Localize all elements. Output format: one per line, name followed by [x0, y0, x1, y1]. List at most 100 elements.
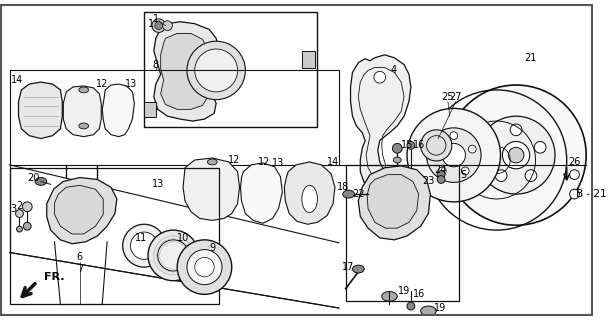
Ellipse shape [130, 232, 158, 259]
Ellipse shape [35, 178, 47, 185]
Text: 20: 20 [27, 172, 40, 182]
Ellipse shape [525, 170, 537, 181]
Text: 14: 14 [12, 75, 24, 85]
Text: 1: 1 [153, 14, 159, 24]
Text: 12: 12 [228, 155, 240, 165]
Ellipse shape [382, 292, 397, 301]
Ellipse shape [195, 49, 238, 92]
Ellipse shape [353, 265, 364, 273]
Text: 12: 12 [258, 157, 270, 167]
Bar [144, 12, 317, 127]
Ellipse shape [79, 123, 88, 129]
Ellipse shape [152, 19, 166, 32]
Text: 5: 5 [460, 170, 466, 180]
Polygon shape [358, 166, 431, 240]
Ellipse shape [421, 306, 436, 316]
Ellipse shape [302, 185, 317, 212]
Ellipse shape [155, 22, 163, 29]
Text: 3: 3 [10, 204, 16, 214]
Polygon shape [55, 185, 103, 234]
Ellipse shape [148, 230, 199, 281]
Ellipse shape [343, 190, 354, 198]
Text: 21: 21 [524, 53, 537, 63]
Ellipse shape [374, 71, 385, 83]
Text: 1: 1 [148, 19, 154, 29]
Text: 26: 26 [568, 157, 580, 167]
Text: 8: 8 [153, 60, 159, 69]
Ellipse shape [569, 189, 579, 199]
Text: 13: 13 [152, 179, 164, 189]
Text: 14: 14 [327, 157, 339, 167]
Ellipse shape [23, 202, 32, 212]
Text: 13: 13 [272, 158, 284, 168]
Ellipse shape [437, 176, 445, 183]
Ellipse shape [509, 147, 524, 163]
Ellipse shape [122, 224, 166, 267]
Text: 4: 4 [390, 65, 396, 76]
Text: 19: 19 [398, 286, 410, 296]
Polygon shape [102, 84, 135, 137]
Ellipse shape [461, 167, 469, 175]
Text: FR.: FR. [44, 272, 65, 282]
Ellipse shape [177, 240, 232, 294]
Text: 23: 23 [422, 176, 435, 187]
Text: 25: 25 [442, 92, 454, 102]
Polygon shape [154, 22, 219, 121]
Ellipse shape [187, 250, 222, 284]
Ellipse shape [477, 116, 555, 194]
Text: 16: 16 [412, 140, 425, 150]
Polygon shape [284, 162, 335, 224]
Text: 2: 2 [16, 201, 23, 211]
Polygon shape [241, 163, 283, 223]
Text: 27: 27 [449, 92, 462, 102]
Text: 6: 6 [77, 252, 83, 262]
Bar [144, 101, 156, 117]
Text: 11: 11 [135, 233, 147, 243]
Ellipse shape [495, 170, 507, 181]
Polygon shape [18, 82, 62, 139]
Text: 10: 10 [177, 233, 189, 243]
Ellipse shape [158, 240, 189, 271]
Polygon shape [161, 33, 208, 109]
Ellipse shape [163, 21, 172, 30]
Text: 22: 22 [352, 189, 365, 199]
Bar [346, 165, 459, 301]
Ellipse shape [407, 302, 415, 310]
Ellipse shape [431, 145, 439, 153]
Text: 9: 9 [209, 243, 216, 252]
Ellipse shape [510, 124, 522, 136]
Ellipse shape [437, 171, 445, 179]
Ellipse shape [407, 108, 501, 202]
Text: 15: 15 [401, 140, 413, 150]
Ellipse shape [502, 141, 530, 169]
Text: 7: 7 [77, 264, 83, 274]
Ellipse shape [393, 157, 401, 163]
Ellipse shape [569, 170, 579, 180]
Polygon shape [63, 86, 101, 137]
Polygon shape [47, 178, 117, 244]
Ellipse shape [407, 141, 415, 149]
Polygon shape [183, 158, 239, 220]
Text: 24: 24 [434, 165, 446, 175]
Ellipse shape [426, 128, 481, 182]
Ellipse shape [438, 167, 446, 175]
Ellipse shape [450, 132, 457, 140]
Text: 17: 17 [342, 262, 355, 272]
Ellipse shape [16, 210, 23, 218]
Ellipse shape [442, 143, 465, 167]
Ellipse shape [79, 87, 88, 93]
Bar [302, 51, 315, 68]
Text: 16: 16 [412, 289, 425, 300]
Text: B - 21: B - 21 [577, 189, 607, 199]
Text: 19: 19 [434, 303, 446, 313]
Bar [10, 168, 219, 304]
Ellipse shape [16, 226, 23, 232]
Ellipse shape [534, 141, 546, 153]
Ellipse shape [486, 141, 498, 153]
Ellipse shape [23, 222, 31, 230]
Text: 12: 12 [96, 79, 108, 89]
Ellipse shape [468, 145, 476, 153]
Ellipse shape [446, 85, 586, 225]
Ellipse shape [421, 130, 452, 161]
Ellipse shape [208, 159, 217, 165]
